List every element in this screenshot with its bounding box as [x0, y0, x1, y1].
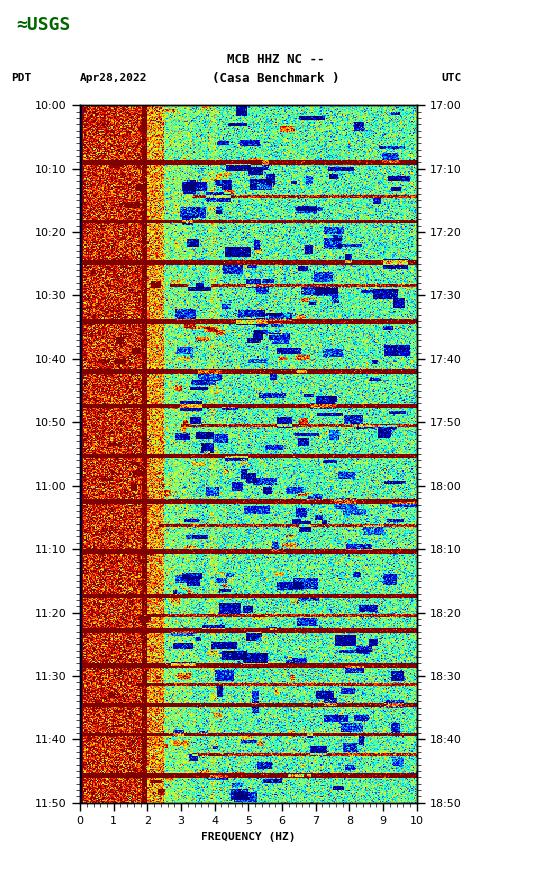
Text: Apr28,2022: Apr28,2022: [80, 73, 147, 84]
Text: (Casa Benchmark ): (Casa Benchmark ): [213, 72, 339, 85]
Text: PDT: PDT: [11, 73, 31, 84]
Text: MCB HHZ NC --: MCB HHZ NC --: [227, 54, 325, 66]
X-axis label: FREQUENCY (HZ): FREQUENCY (HZ): [201, 831, 296, 841]
Text: UTC: UTC: [442, 73, 462, 84]
Text: ≈USGS: ≈USGS: [17, 16, 71, 34]
